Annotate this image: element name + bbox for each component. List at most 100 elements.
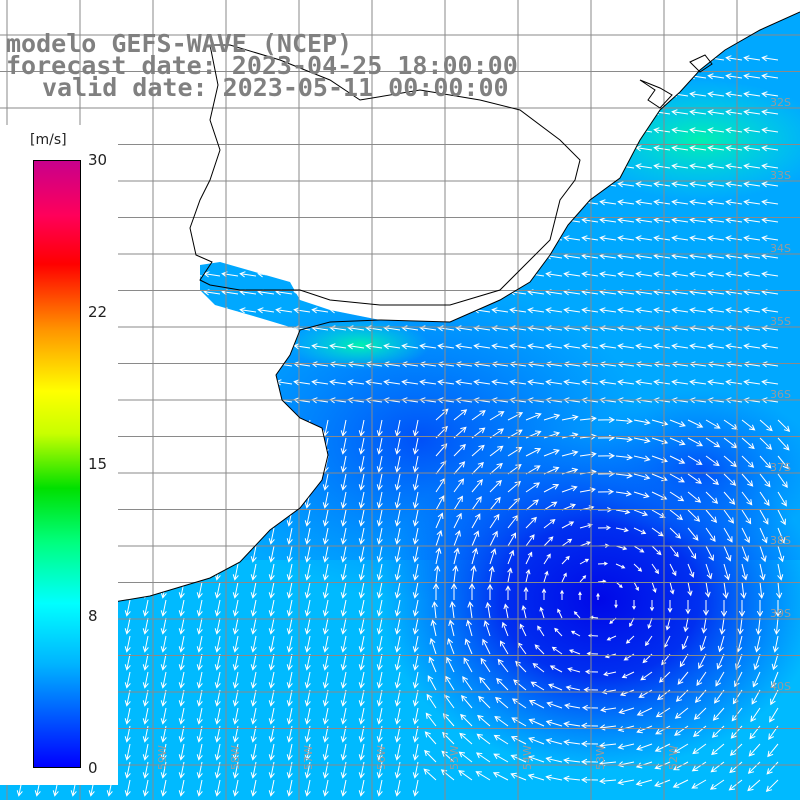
wind-arrow xyxy=(545,109,563,116)
wind-arrow xyxy=(232,779,239,797)
wind-arrow xyxy=(581,163,599,170)
wind-arrow xyxy=(268,419,275,437)
wind-arrow xyxy=(358,689,365,707)
wind-arrow xyxy=(743,181,761,188)
wind-arrow xyxy=(699,635,707,652)
wind-arrow xyxy=(543,413,561,421)
wind-arrow xyxy=(167,199,185,206)
wind-arrow xyxy=(239,127,257,134)
wind-arrow xyxy=(322,473,329,491)
wind-arrow xyxy=(214,617,221,635)
wind-arrow xyxy=(203,361,221,368)
wind-arrow xyxy=(545,719,563,727)
wind-arrow xyxy=(365,271,383,278)
wind-arrow xyxy=(455,217,473,224)
wind-arrow xyxy=(239,199,257,206)
wind-arrow xyxy=(268,671,275,689)
wind-arrow xyxy=(597,470,616,477)
wind-arrow xyxy=(705,491,719,504)
wind-arrow xyxy=(268,707,275,725)
wind-arrow xyxy=(560,589,564,600)
wind-arrow xyxy=(672,761,689,771)
wind-arrow xyxy=(599,55,617,62)
wind-arrow xyxy=(311,199,329,206)
wind-arrow xyxy=(728,779,743,791)
wind-arrow xyxy=(741,509,752,525)
wind-arrow xyxy=(394,635,401,653)
wind-arrow xyxy=(477,714,491,727)
wind-arrow xyxy=(689,109,707,116)
wind-arrow xyxy=(437,307,455,314)
wind-arrow xyxy=(304,581,311,599)
wind-arrow xyxy=(124,545,131,563)
wind-arrow xyxy=(759,419,773,432)
wind-arrow xyxy=(479,676,491,691)
wind-arrow xyxy=(142,473,149,491)
wind-arrow xyxy=(293,127,311,134)
wind-arrow xyxy=(358,617,365,635)
wind-arrow xyxy=(124,419,131,437)
wind-arrow xyxy=(581,55,599,62)
wind-arrow xyxy=(473,343,491,350)
wind-arrow xyxy=(548,683,563,691)
wind-arrow xyxy=(488,565,495,583)
wind-arrow xyxy=(473,163,491,170)
wind-arrow xyxy=(340,617,347,635)
wind-arrow xyxy=(142,689,149,707)
wind-arrow xyxy=(579,415,597,422)
wind-arrow xyxy=(636,743,653,751)
wind-arrow xyxy=(669,419,686,427)
wind-arrow xyxy=(214,707,221,725)
wind-arrow xyxy=(709,779,725,790)
wind-arrow xyxy=(59,109,77,116)
wind-arrow xyxy=(581,307,599,314)
wind-arrow xyxy=(358,653,365,671)
wind-arrow xyxy=(311,109,329,116)
wind-arrow xyxy=(473,181,491,188)
wind-arrow xyxy=(178,617,185,635)
wind-arrow xyxy=(635,779,653,787)
wind-arrow xyxy=(232,581,239,599)
wind-arrow xyxy=(167,163,185,170)
wind-arrow xyxy=(250,419,257,437)
wind-arrow xyxy=(777,473,788,488)
wind-arrow xyxy=(720,600,728,618)
wind-arrow xyxy=(329,199,347,206)
wind-arrow xyxy=(311,235,329,242)
wind-arrow xyxy=(322,545,329,563)
wind-arrow xyxy=(635,55,653,62)
wind-arrow xyxy=(376,635,383,653)
wind-arrow xyxy=(124,581,131,599)
wind-arrow xyxy=(311,217,329,224)
wind-arrow xyxy=(725,73,743,80)
wind-arrow xyxy=(741,527,750,544)
wind-arrow xyxy=(765,779,779,793)
wind-arrow xyxy=(142,491,149,509)
wind-arrow xyxy=(257,307,275,314)
wind-arrow xyxy=(545,379,563,386)
wind-arrow xyxy=(563,91,581,98)
wind-arrow xyxy=(707,163,725,170)
wind-arrow xyxy=(124,689,131,707)
wind-arrow xyxy=(545,738,563,745)
wind-arrow xyxy=(124,437,131,455)
wind-arrow xyxy=(275,271,293,278)
wind-arrow xyxy=(563,775,581,782)
wind-arrow xyxy=(563,235,581,242)
wind-arrow xyxy=(221,343,239,350)
wind-arrow xyxy=(340,581,347,599)
wind-arrow xyxy=(437,235,455,242)
latitude-label: 39S xyxy=(770,607,791,620)
longitude-label: 55W xyxy=(448,745,461,770)
wind-arrow xyxy=(437,199,455,206)
wind-arrow xyxy=(340,707,347,725)
wind-arrow xyxy=(412,599,419,617)
wind-arrow xyxy=(445,675,455,691)
wind-arrow xyxy=(232,689,239,707)
wind-arrow xyxy=(759,527,768,544)
wind-arrow xyxy=(597,416,616,424)
wind-arrow xyxy=(707,91,725,98)
wind-arrow xyxy=(617,109,635,116)
wind-arrow xyxy=(196,743,203,761)
